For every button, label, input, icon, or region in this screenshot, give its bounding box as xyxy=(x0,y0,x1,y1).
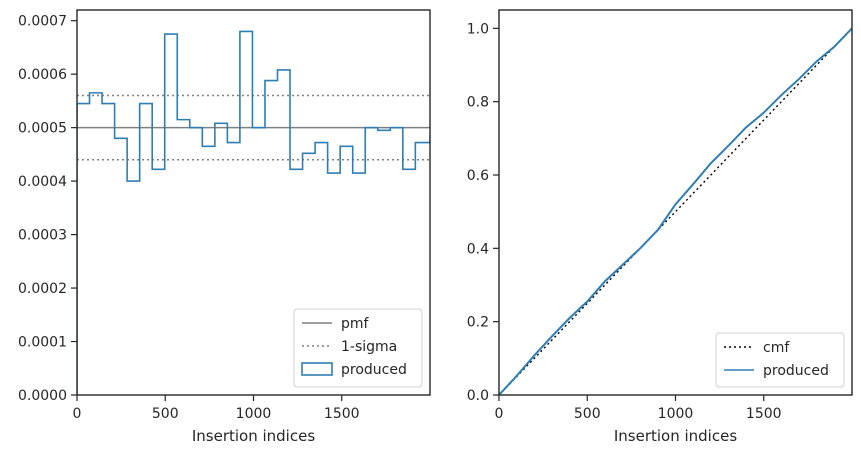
x-tick-label: 0 xyxy=(495,406,504,422)
axes-frame xyxy=(498,9,853,396)
x-tick-label: 500 xyxy=(574,406,601,422)
y-tick-label: 0.8 xyxy=(467,95,489,111)
y-tick-label: 0.0006 xyxy=(18,67,67,83)
y-tick-label: 0.0000 xyxy=(18,388,67,404)
legend: cmf produced xyxy=(715,332,845,388)
y-tick-label: 0.0 xyxy=(467,388,489,404)
x-axis-label: Insertion indices xyxy=(192,427,315,445)
legend-box xyxy=(293,308,423,388)
x-tick-label: 1500 xyxy=(746,406,782,422)
legend-produced-label: produced xyxy=(763,363,829,379)
legend-box xyxy=(715,332,845,388)
x-tick-label: 1000 xyxy=(236,406,272,422)
left-panel-pmf: 0.0000 0.0001 0.0002 0.0003 0.0004 0.0005 0.00… xyxy=(18,9,431,445)
series-produced-line xyxy=(499,27,852,395)
x-tick-label: 1000 xyxy=(658,406,694,422)
y-tick-label: 0.0002 xyxy=(18,281,67,297)
plot-area xyxy=(77,30,430,395)
x-tick-label: 0 xyxy=(73,406,82,422)
legend-1-sigma-label: 1-sigma xyxy=(341,339,397,355)
x-axis-label: Insertion indices xyxy=(614,427,737,445)
legend-produced-label: produced xyxy=(341,362,407,378)
y-tick-label: 0.0005 xyxy=(18,121,67,137)
y-tick-label: 0.0001 xyxy=(18,335,67,351)
plot-area xyxy=(499,27,852,395)
legend-pmf-label: pmf xyxy=(341,316,370,332)
y-tick-label: 0.6 xyxy=(467,168,489,184)
axes-frame xyxy=(76,9,431,396)
y-tick-label: 0.0007 xyxy=(18,14,67,30)
legend-produced-swatch xyxy=(301,362,333,376)
legend-cmf-label: cmf xyxy=(763,340,790,356)
x-tick-label: 1500 xyxy=(324,406,360,422)
right-panel-cmf: 0.0 0.2 0.4 0.6 0.8 1.0 0 500 1000 1500 Insertion … xyxy=(467,9,853,445)
legend: pmf 1-sigma produced xyxy=(293,308,423,388)
y-tick-label: 0.0003 xyxy=(18,228,67,244)
x-tick-label: 500 xyxy=(152,406,179,422)
y-tick-label: 0.4 xyxy=(467,241,489,257)
y-tick-label: 0.2 xyxy=(467,315,489,331)
series-produced-step xyxy=(77,30,430,395)
y-tick-label: 0.0004 xyxy=(18,174,67,190)
y-tick-label: 1.0 xyxy=(467,21,489,37)
